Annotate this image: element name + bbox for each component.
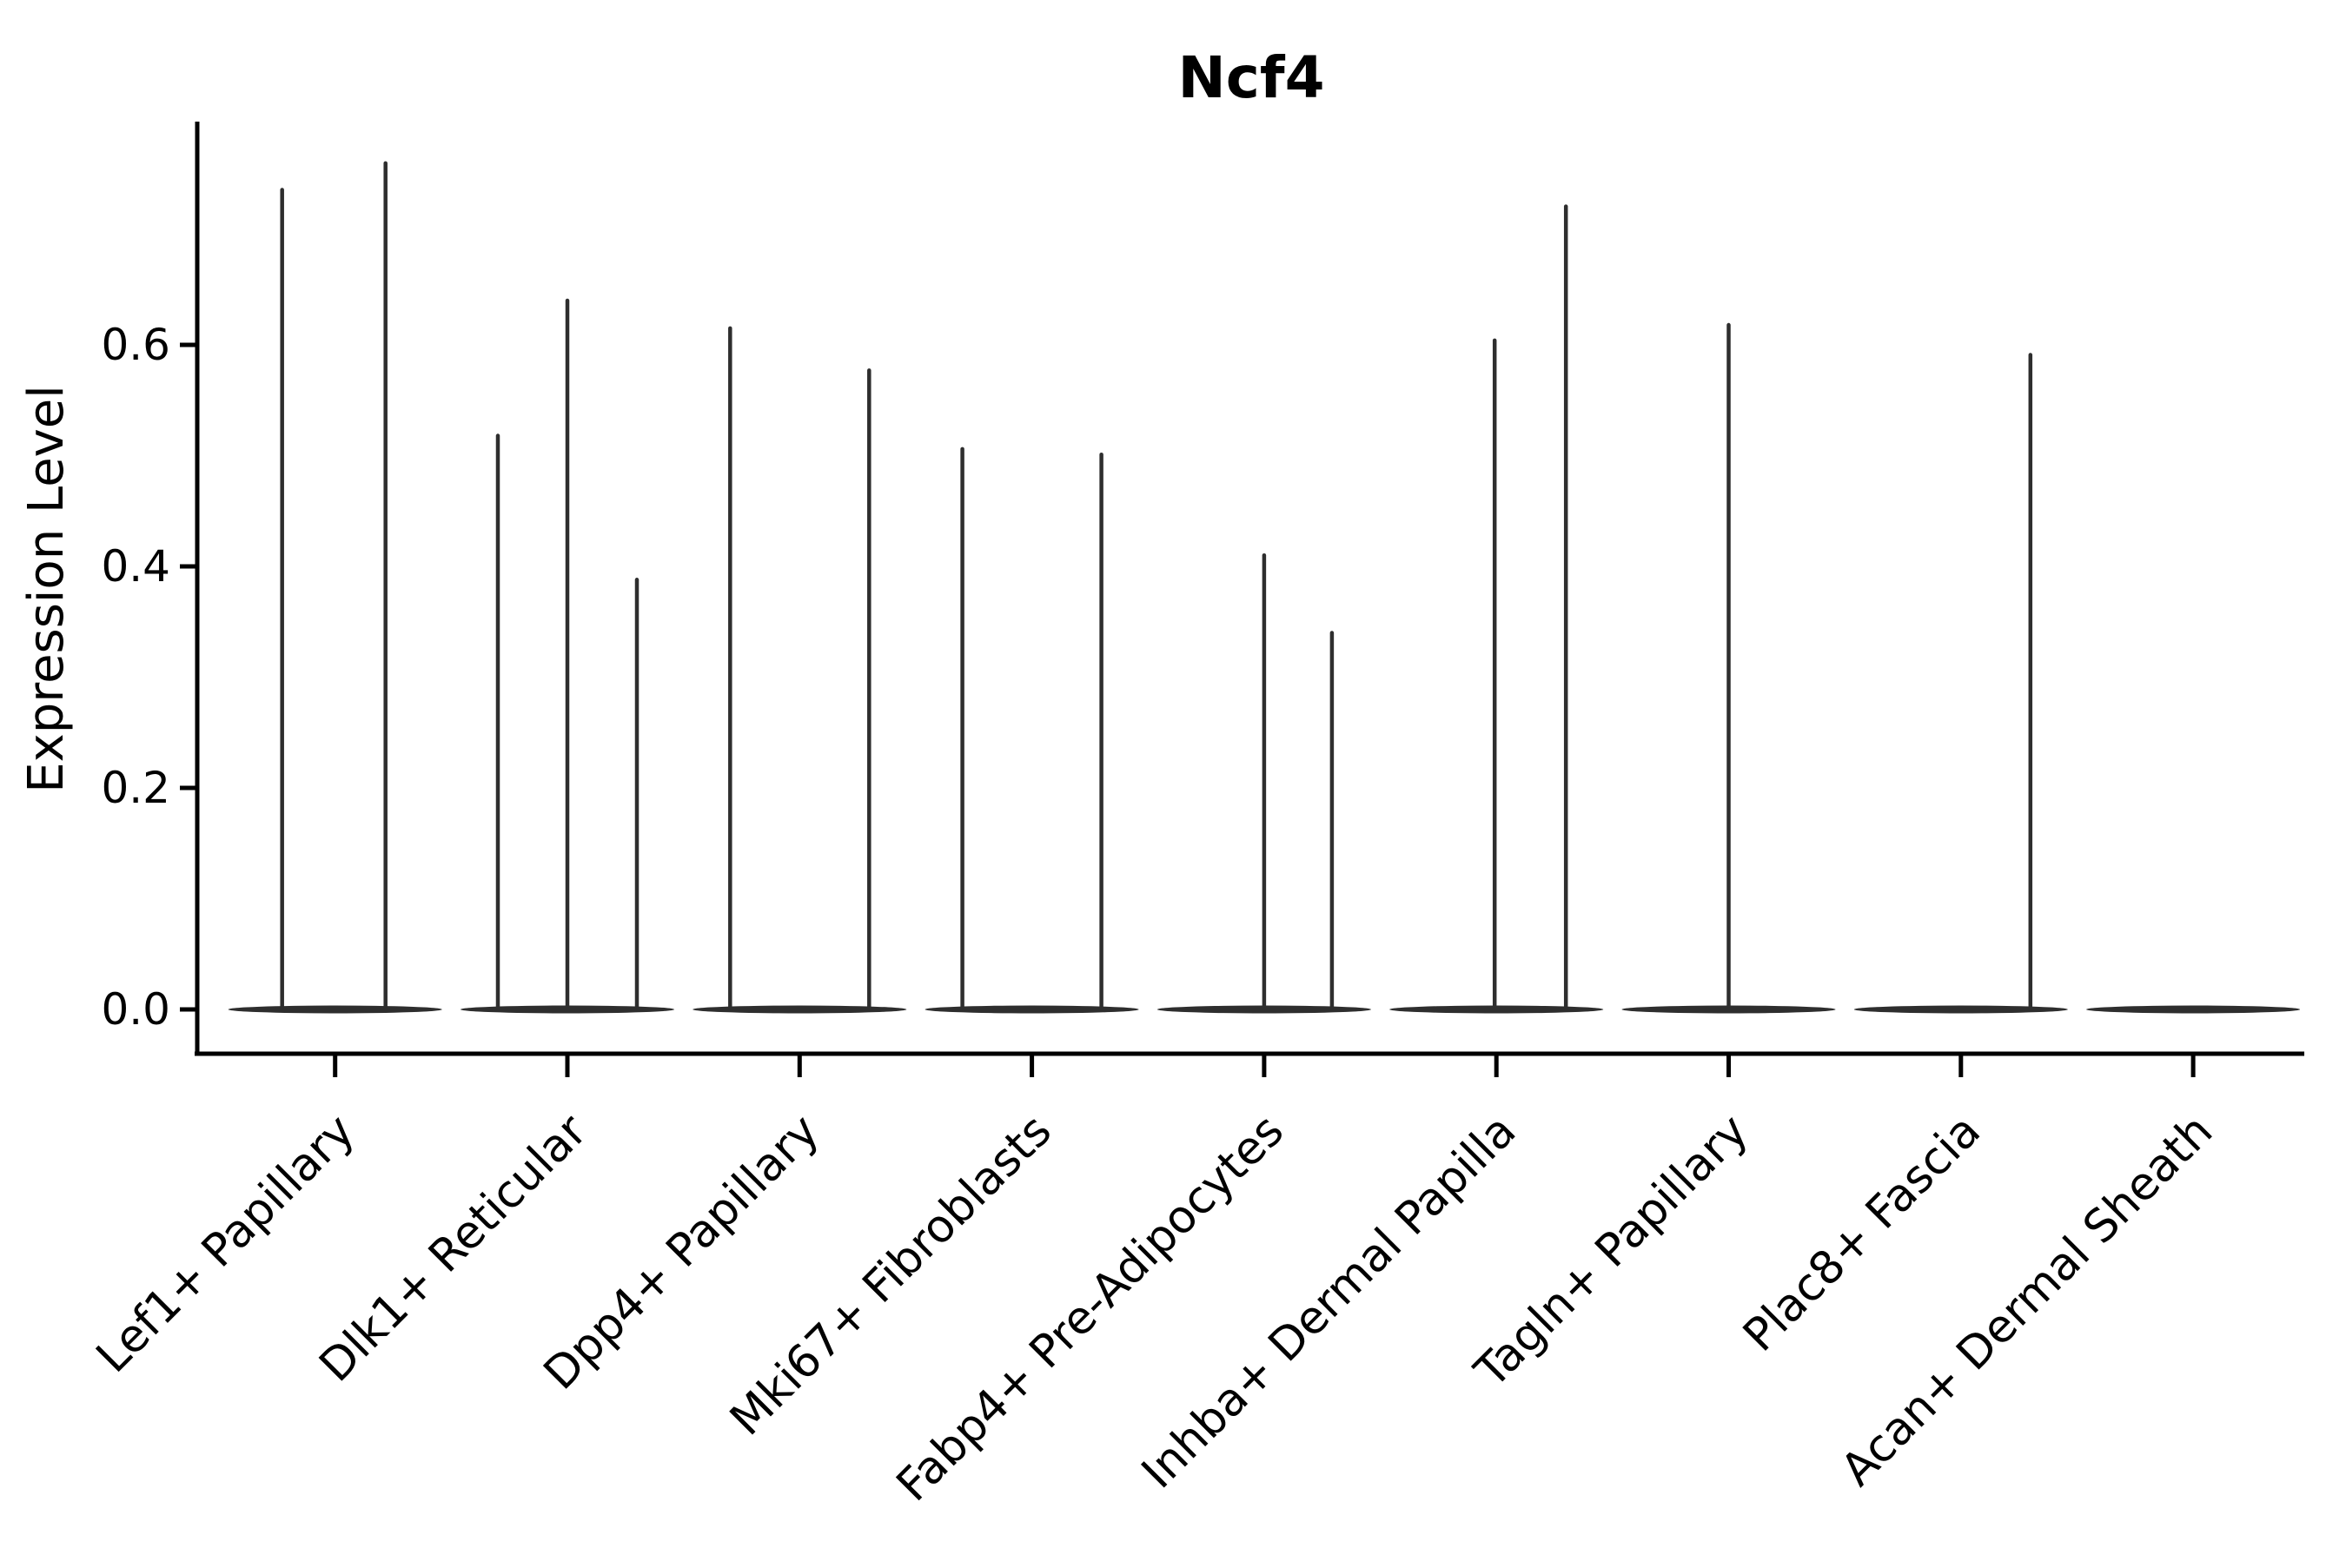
violin-baseline	[693, 1005, 907, 1014]
violin-baseline	[228, 1005, 442, 1014]
violin-baseline	[1853, 1005, 2068, 1014]
x-tick-label: Acan+ Dermal Sheath	[1832, 1105, 2223, 1497]
chart-title: Ncf4	[1178, 44, 1325, 111]
y-tick-label: 0.0	[101, 984, 170, 1035]
violin-baseline	[2086, 1005, 2301, 1014]
violin-baseline	[1389, 1005, 1604, 1014]
y-tick-label: 0.2	[101, 763, 170, 813]
x-tick-label: Plac8+ Fascia	[1733, 1105, 1991, 1362]
y-tick-label: 0.6	[101, 320, 170, 370]
y-axis-label: Expression Level	[18, 385, 75, 793]
violin-baseline	[924, 1005, 1139, 1014]
x-tick-label: Fabp4+ Pre-Adipocytes	[887, 1105, 1294, 1512]
y-tick-label: 0.4	[101, 541, 170, 592]
x-tick-label: Inhba+ Dermal Papilla	[1132, 1105, 1526, 1499]
